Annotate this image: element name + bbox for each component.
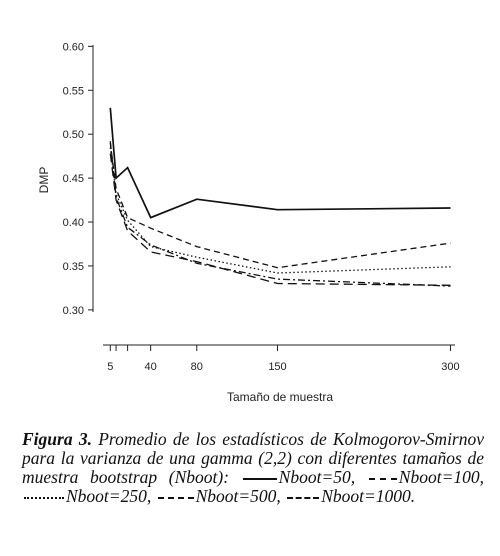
x-tick-label: 300 <box>441 361 459 373</box>
plot-frame <box>92 45 455 346</box>
y-tick-label: 0.40 <box>63 217 84 229</box>
y-tick-label: 0.60 <box>63 41 84 53</box>
legend-entry-nboot50: Nboot=50, <box>278 467 356 487</box>
figure-caption: Figura 3. Promedio de los estadísticos d… <box>22 430 484 506</box>
x-tick-label: 80 <box>191 361 203 373</box>
y-tick-label: 0.30 <box>63 305 84 317</box>
line-chart: 0.30 0.35 0.40 0.45 0.50 0.55 0.60 5 40 80 150 300… <box>37 41 460 404</box>
legend-entry-nboot250: Nboot=250, <box>66 486 152 506</box>
x-tick-label: 150 <box>268 361 286 373</box>
x-tick-label: 40 <box>145 361 157 373</box>
series-lines <box>109 107 451 287</box>
series-line-nboot-50 <box>109 107 451 219</box>
x-tick-label: 5 <box>107 361 113 373</box>
x-axis-ticks: 5 40 80 150 300 <box>107 345 460 373</box>
legend-line-dashed <box>368 477 397 480</box>
legend-line-solid <box>242 477 277 480</box>
legend-line-dashdot <box>157 496 194 499</box>
y-tick-label: 0.35 <box>63 261 84 273</box>
series-line-nboot-250 <box>109 147 451 274</box>
legend-entry-nboot100: Nboot=100, <box>398 467 484 487</box>
series-line-nboot-100 <box>109 142 451 269</box>
legend-line-longdash <box>287 496 320 499</box>
legend-entry-nboot500: Nboot=500, <box>195 486 281 506</box>
y-axis-title: DMP <box>37 167 51 194</box>
legend-entry-nboot1000: Nboot=1000. <box>321 486 416 506</box>
series-line-nboot-1000 <box>109 153 451 286</box>
y-axis-ticks: 0.30 0.35 0.40 0.45 0.50 0.55 0.60 <box>63 41 93 317</box>
caption-text: Promedio de los estadísticos de Kolmogor… <box>22 429 485 487</box>
caption-label: Figura 3. <box>22 429 92 449</box>
legend-line-dotted <box>24 496 64 499</box>
x-axis-title: Tamaño de muestra <box>227 390 333 404</box>
y-tick-label: 0.45 <box>63 173 84 185</box>
y-tick-label: 0.50 <box>63 129 84 141</box>
y-tick-label: 0.55 <box>63 85 84 97</box>
